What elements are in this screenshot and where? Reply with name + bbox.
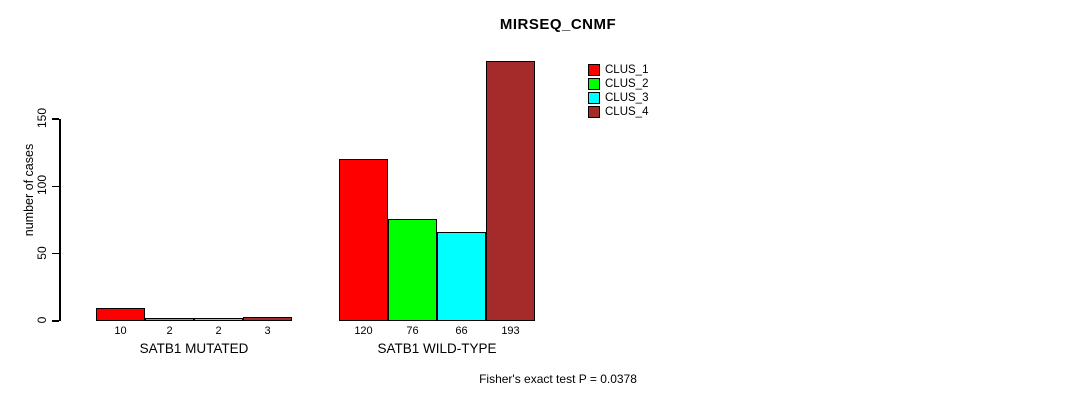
y-tick-mark	[52, 118, 59, 120]
legend-label-clus-2: CLUS_2	[605, 78, 649, 90]
legend-swatch-clus-3	[588, 92, 600, 104]
bar-value-label: 2	[166, 325, 173, 337]
bar-clus-2-satb1-wild-type	[388, 218, 437, 321]
bar-value-label: 120	[354, 325, 373, 337]
y-tick-mark	[52, 252, 59, 255]
legend-label-clus-1: CLUS_1	[605, 64, 649, 76]
bar-clus-3-satb1-mutated	[194, 318, 243, 321]
bar-value-label: 3	[264, 325, 271, 337]
y-axis-line	[59, 119, 61, 321]
y-tick-mark	[52, 320, 59, 322]
legend-swatch-clus-1	[588, 64, 600, 76]
bar-value-label: 2	[215, 325, 222, 337]
bar-value-label: 10	[114, 325, 127, 337]
bar-value-label: 193	[501, 325, 520, 337]
legend-row-clus-2: CLUS_2	[588, 77, 648, 91]
bar-clus-4-satb1-mutated	[243, 316, 292, 321]
category-label-satb1-wild-type: SATB1 WILD-TYPE	[377, 341, 497, 356]
legend-swatch-clus-4	[588, 106, 600, 118]
legend-label-clus-4: CLUS_4	[605, 106, 649, 118]
legend-row-clus-1: CLUS_1	[588, 63, 648, 77]
bar-value-label: 76	[406, 325, 419, 337]
bar-clus-4-satb1-wild-type	[486, 61, 535, 321]
chart-title: MIRSEQ_CNMF	[499, 16, 617, 33]
bar-clus-3-satb1-wild-type	[437, 232, 486, 321]
y-tick-label: 100	[35, 175, 49, 196]
y-tick-label: 150	[35, 107, 49, 129]
bar-clus-1-satb1-mutated	[96, 307, 145, 321]
legend: CLUS_1 CLUS_2 CLUS_3 CLUS_4	[588, 63, 648, 119]
y-tick-mark	[52, 185, 59, 188]
bar-clus-1-satb1-wild-type	[339, 159, 388, 321]
legend-swatch-clus-2	[588, 78, 600, 90]
y-tick-label: 50	[35, 245, 49, 260]
legend-label-clus-3: CLUS_3	[605, 92, 649, 104]
fisher-test-annotation: Fisher's exact test P = 0.0378	[479, 372, 637, 386]
bar-clus-2-satb1-mutated	[145, 318, 194, 321]
category-label-satb1-mutated: SATB1 MUTATED	[139, 341, 249, 356]
y-axis-title: number of cases	[22, 143, 36, 237]
y-tick-label: 0	[35, 316, 49, 324]
legend-row-clus-3: CLUS_3	[588, 91, 648, 105]
legend-row-clus-4: CLUS_4	[588, 105, 648, 119]
bar-value-label: 66	[455, 325, 468, 337]
